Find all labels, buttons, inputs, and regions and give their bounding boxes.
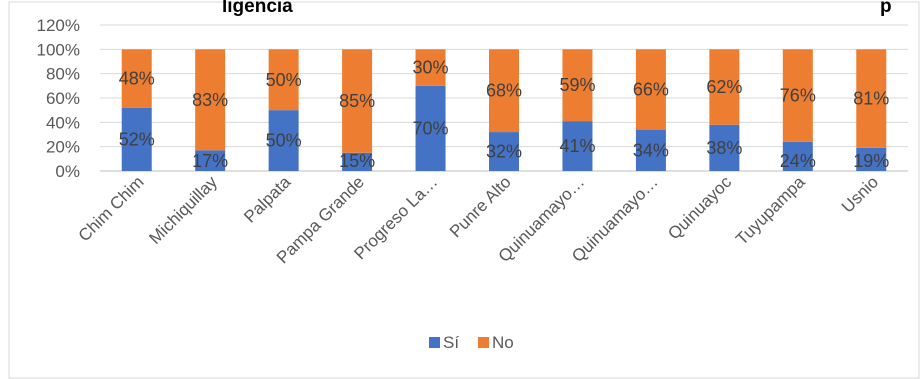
bar-no	[562, 49, 593, 122]
bar-si	[635, 129, 666, 171]
data-label: 50%	[266, 70, 302, 90]
data-label: 76%	[780, 86, 816, 106]
y-tick-label: 80%	[46, 65, 80, 84]
bar-no	[489, 49, 519, 133]
bar-no	[342, 49, 373, 153]
y-axis-ticks: 0% 20% 40% 60% 80% 100% 120%	[37, 16, 80, 181]
legend-label-si: Sí	[443, 333, 459, 352]
bar-no	[782, 49, 813, 142]
legend-swatch-no	[478, 337, 489, 348]
chart-title-fragment-left: ligencia	[222, 0, 293, 17]
data-label: 59%	[559, 75, 595, 95]
bars	[121, 49, 887, 171]
legend: Sí No	[429, 333, 514, 352]
data-label: 62%	[706, 77, 742, 97]
data-label: 50%	[266, 131, 302, 151]
data-label: 38%	[706, 138, 742, 158]
bar-si	[709, 124, 740, 171]
bar-si	[268, 110, 299, 171]
data-label: 15%	[339, 151, 375, 171]
bar-si	[856, 147, 887, 171]
bar-no	[195, 49, 226, 151]
y-tick-label: 120%	[37, 16, 80, 35]
y-tick-label: 0%	[55, 162, 80, 181]
data-label: 41%	[559, 136, 595, 156]
legend-label-no: No	[492, 333, 514, 352]
bar-no	[856, 49, 887, 148]
data-label: 81%	[853, 89, 889, 109]
y-tick-label: 100%	[37, 40, 80, 59]
data-label: 32%	[486, 142, 522, 162]
bar-si	[342, 152, 373, 171]
data-label: 68%	[486, 81, 522, 101]
chart-title-fragment-right: p	[880, 0, 892, 17]
data-label: 34%	[633, 140, 669, 160]
data-label: 17%	[192, 151, 228, 171]
data-labels: 52% 48% 17% 83% 50% 50% 15% 85% 70% 30% 32% 68% 41% 5…	[119, 58, 890, 171]
legend-swatch-si	[429, 337, 440, 348]
bar-si	[782, 141, 813, 171]
bar-no	[121, 49, 152, 108]
bar-si	[195, 150, 226, 171]
y-tick-label: 40%	[46, 113, 80, 132]
data-label: 48%	[119, 69, 155, 89]
y-tick-label: 20%	[46, 138, 80, 157]
data-label: 19%	[853, 151, 889, 171]
bar-si	[415, 85, 446, 171]
bar-no	[415, 49, 446, 86]
data-label: 30%	[413, 58, 449, 78]
bar-si	[121, 107, 152, 171]
data-label: 70%	[413, 118, 449, 138]
bar-no	[635, 49, 666, 130]
bar-si	[489, 132, 519, 171]
data-label: 52%	[119, 129, 155, 149]
bar-no	[268, 49, 299, 111]
data-label: 85%	[339, 91, 375, 111]
bar-si	[562, 121, 593, 171]
y-tick-label: 60%	[46, 89, 80, 108]
data-label: 83%	[192, 90, 228, 110]
data-label: 66%	[633, 79, 669, 99]
data-label: 24%	[780, 151, 816, 171]
bar-no	[709, 49, 740, 125]
chart-border	[8, 1, 920, 379]
